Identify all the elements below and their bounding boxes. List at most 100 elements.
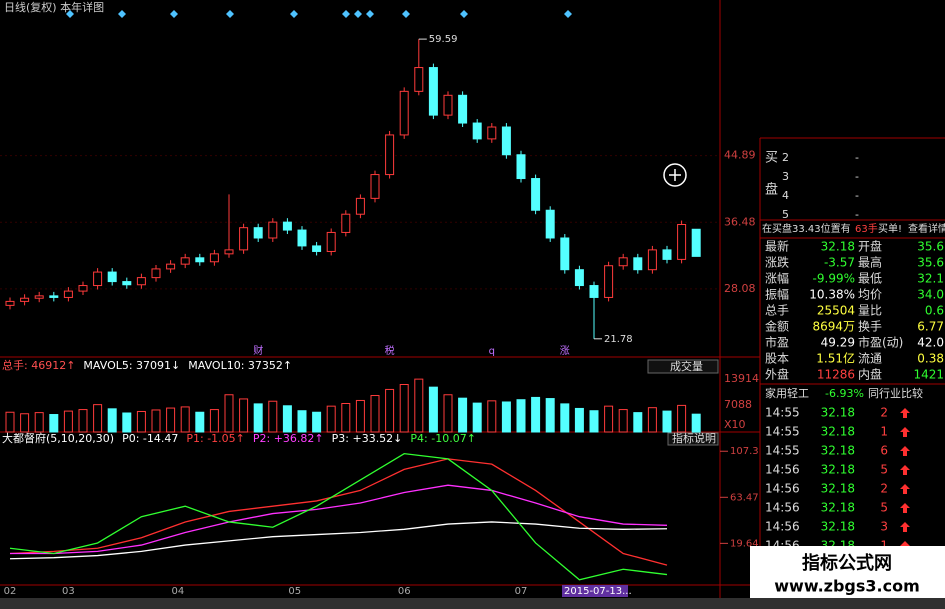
tick-volume: 5 (880, 501, 888, 515)
tick-volume: 1 (880, 425, 888, 439)
candle-body (5, 300, 15, 306)
quote-field: 0.6 (925, 304, 944, 318)
candle-body (385, 134, 395, 176)
tick-time: 14:56 (765, 463, 800, 477)
book-value: - (855, 208, 859, 221)
candle-body (122, 281, 132, 286)
y-tick-label: 19.64 (730, 538, 759, 549)
dropdown[interactable] (647, 359, 719, 374)
candle-body (458, 94, 468, 124)
book-level: 5 (782, 208, 789, 221)
candle-body (224, 249, 234, 255)
industry-name: 家用轻工 (765, 386, 809, 400)
annotation: 21.78 (604, 334, 633, 345)
volume-bar (370, 395, 380, 433)
volume-bar (385, 388, 395, 433)
volume-bar (677, 404, 687, 433)
event-label: 财 (253, 344, 263, 357)
x-tick-label: 04 (172, 586, 185, 597)
indicator-line (9, 521, 668, 560)
tick-arrow (900, 465, 910, 475)
y-tick-label: 7088 (724, 398, 752, 411)
x-tick-label: 03 (62, 586, 75, 597)
quote-field: 换手 (858, 320, 882, 334)
volume-bar (545, 398, 555, 433)
book-level: 3 (782, 170, 789, 183)
cursor-icon (669, 169, 681, 181)
candle-body (428, 67, 438, 116)
candle-body (370, 174, 380, 199)
quote-field: 金额 (765, 319, 789, 334)
volume-bar (239, 398, 249, 433)
candle-body (691, 228, 701, 257)
industry-change: -6.93% (825, 387, 864, 400)
indicator-line (9, 452, 668, 581)
candle-body (355, 197, 365, 215)
indicator-header: P4: -10.07↑ (410, 432, 476, 445)
volume-bar (633, 412, 643, 433)
candle-body (326, 231, 336, 252)
candle-body (107, 271, 117, 283)
volume-bar (224, 394, 234, 433)
y-tick-label: 13914 (724, 372, 759, 385)
event-markers (66, 10, 572, 18)
y-tick-label: 28.08 (724, 282, 756, 295)
quote-field: 均价 (858, 288, 882, 302)
tick-volume: 3 (880, 520, 888, 534)
quote-field: 1421 (913, 368, 944, 382)
tick-arrow (900, 503, 910, 513)
quote-field: 开盘 (858, 239, 882, 254)
industry-compare[interactable]: 同行业比较 (868, 386, 923, 400)
volume-bar (63, 410, 73, 433)
book-label: 买 (765, 151, 778, 166)
order-notice[interactable]: 查看详情 (908, 222, 945, 235)
volume-bar (107, 408, 117, 433)
quote-field: 涨幅 (765, 271, 789, 286)
candle-body (63, 290, 73, 298)
candle-body (443, 94, 453, 116)
quote-field: 振幅 (765, 287, 789, 302)
indicator-button[interactable] (667, 432, 719, 446)
quote-field: 8694万 (812, 320, 855, 334)
volume-bar (458, 397, 468, 433)
tick-arrow (900, 427, 910, 437)
quote-field: 市盈 (765, 335, 789, 350)
y-tick-label: 36.48 (724, 215, 756, 228)
volume-bar (34, 412, 44, 433)
quote-field: 42.0 (917, 336, 944, 350)
candle-body (633, 257, 643, 271)
x-tick-label: 07 (515, 586, 528, 597)
candle-body (195, 257, 205, 263)
tick-volume: 2 (880, 482, 888, 496)
candle-body (151, 268, 161, 279)
quote-field: 49.29 (821, 336, 855, 350)
volume-bar (253, 403, 263, 433)
candle-body (20, 297, 30, 302)
book-label: 盘 (765, 182, 778, 198)
volume-bar (20, 413, 30, 433)
candle-body (78, 285, 88, 292)
candle-body (501, 126, 511, 156)
candle-body (487, 126, 497, 140)
tick-arrow (900, 446, 910, 456)
indicator-header: P2: +36.82↑ (253, 432, 324, 445)
candle-body (297, 229, 307, 247)
candle-body (414, 67, 424, 92)
volume-bar (487, 400, 497, 433)
x-tick-label: 06 (398, 586, 411, 597)
tick-time: 14:56 (765, 501, 800, 515)
volume-bar (516, 399, 526, 433)
quote-field: 6.77 (917, 320, 944, 334)
volume-bar (414, 378, 424, 433)
candle-body (589, 285, 599, 298)
quote-field: 35.6 (917, 256, 944, 270)
quote-field: 1.51亿 (816, 351, 855, 366)
candle-body (312, 245, 322, 252)
book-level: 4 (782, 189, 789, 202)
volume-bar (166, 407, 176, 433)
volume-bar (662, 410, 672, 433)
indicator-header: 大都督府(5,10,20,30) (2, 431, 114, 445)
tab-bar[interactable] (0, 598, 945, 609)
volume-bar (443, 394, 453, 433)
